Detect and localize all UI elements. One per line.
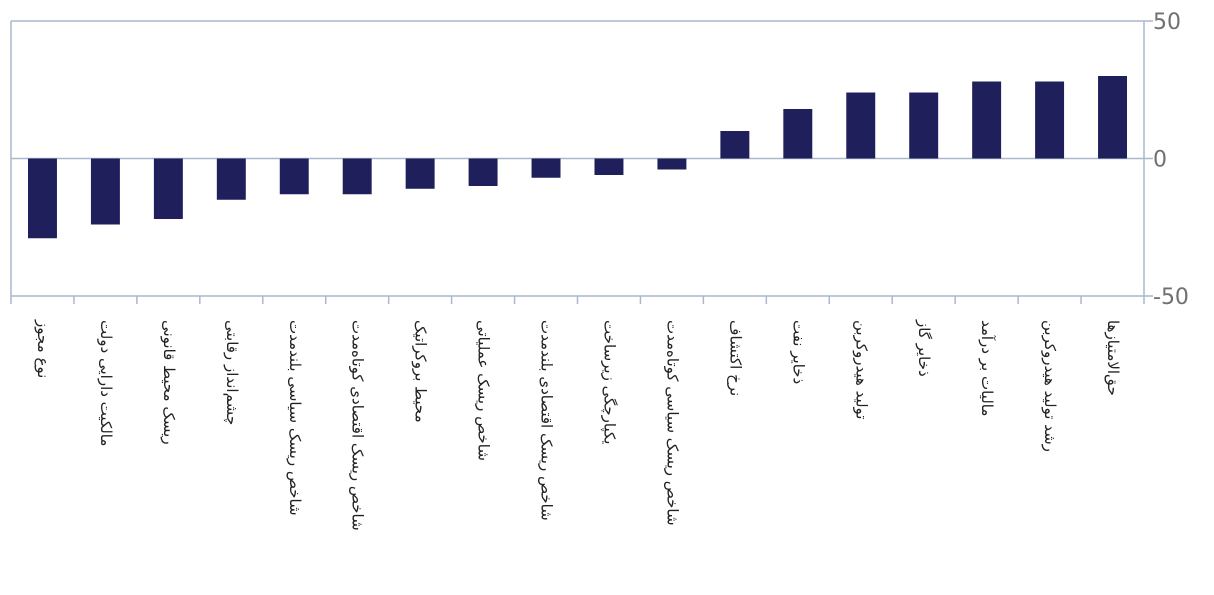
y-tick-label: 0 <box>1153 148 1167 173</box>
category-label: مالیات بر درآمد <box>978 320 996 416</box>
bar <box>531 158 561 178</box>
y-tick-label: -50 <box>1153 285 1189 310</box>
bar <box>1098 76 1128 159</box>
bar <box>405 158 435 189</box>
category-label: شاخص ریسک عملیاتی <box>475 320 493 461</box>
category-label: ذخایر نفت <box>789 320 807 384</box>
bar <box>1035 81 1065 159</box>
category-label: ریسک محیط قانونی <box>160 320 178 445</box>
bar <box>720 131 750 159</box>
category-label: شاخص ریسک اقتصادی بلندمدت <box>538 320 556 521</box>
category-label: شاخص ریسک سیاسی کوتاه‌مدت <box>663 320 681 526</box>
bar <box>342 158 372 195</box>
bar <box>846 92 876 159</box>
category-label: رشد تولید هیدروکربن <box>1041 320 1059 452</box>
bar <box>153 158 183 219</box>
category-label: شاخص ریسک اقتصادی کوتاه‌مدت <box>349 320 367 531</box>
y-tick-label: 50 <box>1153 10 1181 35</box>
bar <box>90 158 120 225</box>
bar <box>216 158 246 200</box>
category-label: مالکیت دارایی دولت <box>97 320 115 446</box>
category-label: محیط بروکراتیک <box>412 320 430 423</box>
bar <box>468 158 498 186</box>
x-axis-ticks <box>10 296 1145 304</box>
bar <box>594 158 624 175</box>
category-label: ذخایر گاز <box>915 319 933 377</box>
y-axis-ticks: 50 0 -50 <box>1144 10 1189 310</box>
category-labels: نوع مجوز مالکیت دارایی دولت ریسک محیط قانو… <box>34 319 1122 531</box>
category-label: یکپارچگی زیرساخت <box>599 320 618 444</box>
bar <box>783 109 813 159</box>
bar <box>27 158 57 239</box>
category-label: تولید هیدروکربن <box>852 320 870 419</box>
category-label: نرخ اکتشاف <box>726 320 744 396</box>
bar <box>909 92 939 159</box>
bar-series <box>27 76 1128 239</box>
category-label: حق‌الامتیازها <box>1104 320 1122 396</box>
category-label: چشم‌انداز رقابتی <box>223 320 241 425</box>
bar <box>972 81 1002 159</box>
category-label: نوع مجوز <box>34 319 52 378</box>
bar <box>279 158 309 195</box>
bar <box>657 158 687 170</box>
category-label: شاخص ریسک سیاسی بلندمدت <box>286 320 304 516</box>
